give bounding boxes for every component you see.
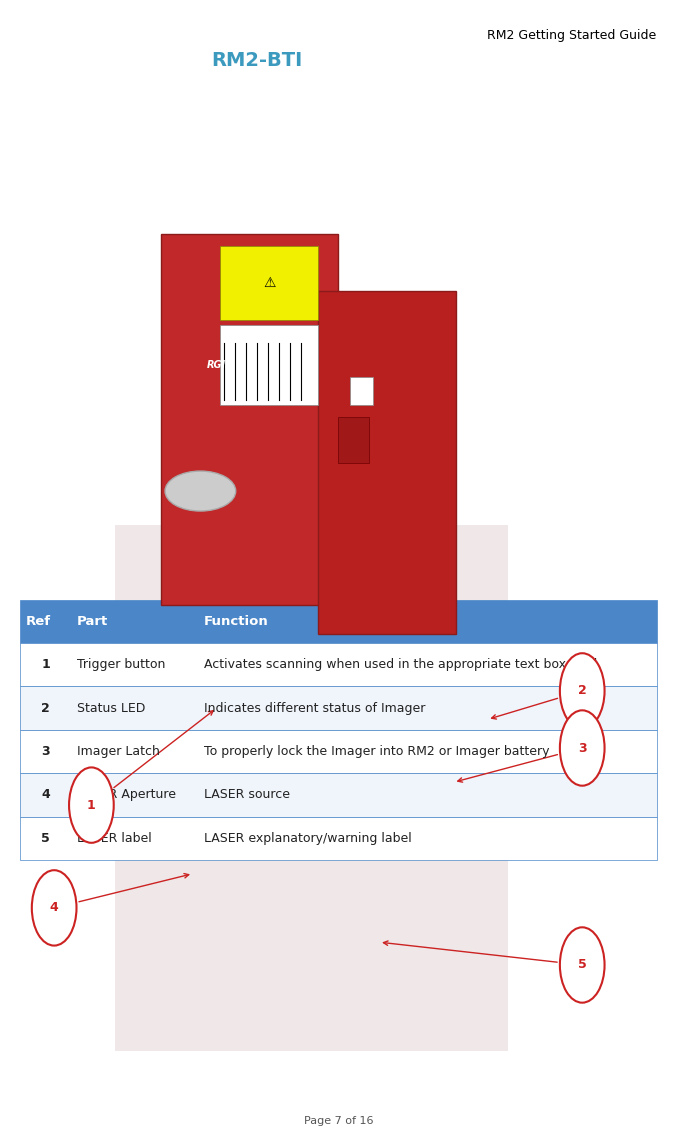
Text: 1: 1: [87, 798, 95, 812]
Text: Part: Part: [77, 614, 108, 628]
Text: 2: 2: [578, 684, 586, 698]
Text: 2: 2: [41, 701, 50, 715]
Circle shape: [560, 710, 605, 786]
Text: LASER Aperture: LASER Aperture: [77, 788, 175, 802]
Text: Page 7 of 16: Page 7 of 16: [304, 1117, 373, 1126]
Text: RM2-BTI: RM2-BTI: [212, 51, 303, 71]
Text: LASER label: LASER label: [77, 831, 152, 845]
Text: LASER explanatory/warning label: LASER explanatory/warning label: [204, 831, 412, 845]
FancyBboxPatch shape: [20, 643, 657, 686]
FancyBboxPatch shape: [338, 417, 369, 463]
Ellipse shape: [165, 472, 236, 512]
Text: Status LED: Status LED: [77, 701, 145, 715]
FancyBboxPatch shape: [220, 325, 318, 405]
Text: Activates scanning when used in the appropriate text box field.: Activates scanning when used in the appr…: [204, 658, 601, 671]
FancyBboxPatch shape: [115, 525, 508, 1051]
Text: RM2 Getting Started Guide: RM2 Getting Started Guide: [487, 29, 657, 41]
Polygon shape: [161, 234, 338, 605]
Text: Indicates different status of Imager: Indicates different status of Imager: [204, 701, 425, 715]
Text: Function: Function: [204, 614, 269, 628]
Text: 5: 5: [578, 958, 586, 972]
Circle shape: [32, 870, 77, 946]
Text: 4: 4: [41, 788, 50, 802]
FancyBboxPatch shape: [20, 773, 657, 817]
Text: RGIS: RGIS: [207, 361, 233, 370]
Text: 3: 3: [41, 745, 50, 758]
Text: 1: 1: [41, 658, 50, 671]
Circle shape: [560, 927, 605, 1003]
FancyBboxPatch shape: [349, 377, 373, 405]
Text: 4: 4: [50, 901, 58, 915]
Text: Ref: Ref: [26, 614, 51, 628]
Polygon shape: [318, 291, 456, 634]
FancyBboxPatch shape: [20, 817, 657, 860]
Circle shape: [560, 653, 605, 729]
FancyBboxPatch shape: [220, 246, 318, 320]
Text: Trigger button: Trigger button: [77, 658, 165, 671]
Text: LASER source: LASER source: [204, 788, 290, 802]
Circle shape: [69, 767, 114, 843]
FancyBboxPatch shape: [20, 600, 657, 643]
Text: To properly lock the Imager into RM2 or Imager battery: To properly lock the Imager into RM2 or …: [204, 745, 550, 758]
Text: 5: 5: [41, 831, 50, 845]
Text: Imager Latch: Imager Latch: [77, 745, 160, 758]
Text: 3: 3: [578, 741, 586, 755]
Text: ⚠: ⚠: [263, 275, 276, 290]
FancyBboxPatch shape: [20, 686, 657, 730]
FancyBboxPatch shape: [20, 730, 657, 773]
